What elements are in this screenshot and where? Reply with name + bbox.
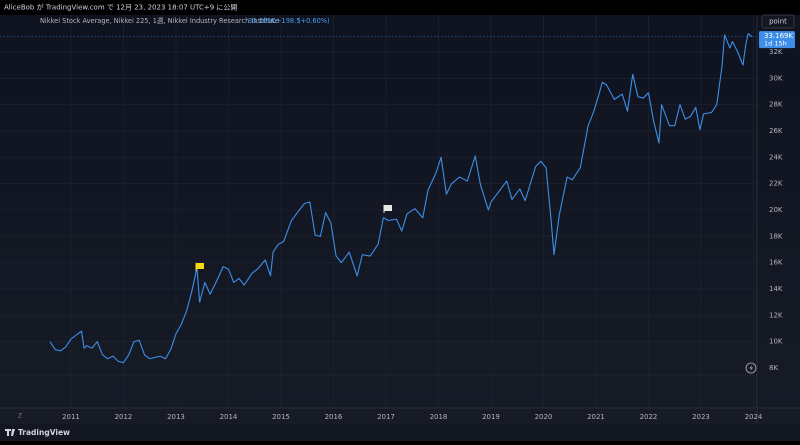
y-tick-label: 10K (769, 338, 783, 346)
y-tick-label: 30K (769, 74, 783, 82)
y-tick-label: 16K (769, 259, 783, 267)
footer-bar (0, 424, 800, 441)
x-tick-label: 2012 (115, 413, 133, 421)
last-price-label: 33.169K (764, 32, 793, 40)
y-tick-label: 24K (769, 153, 783, 161)
price-line (49, 33, 753, 364)
x-tick-label: 2021 (587, 413, 605, 421)
y-tick-label: 26K (769, 127, 783, 135)
lightning-glyph (749, 364, 753, 372)
x-tick-label: 2015 (272, 413, 290, 421)
x-tick-label: 2020 (535, 413, 553, 421)
brand-logo (5, 429, 15, 436)
y-tick-label: 18K (769, 232, 783, 240)
point-button[interactable] (761, 14, 795, 29)
axis-mode[interactable]: Z (18, 413, 22, 420)
y-tick-label: 14K (769, 285, 783, 293)
event-flag[interactable] (196, 263, 204, 269)
y-tick-label: 22K (769, 180, 783, 188)
legend-change-pct: (+0.60%) (298, 17, 330, 25)
legend-last: 33.169K (248, 17, 276, 25)
y-tick-label: 8K (769, 364, 778, 372)
x-tick-label: 2022 (640, 413, 658, 421)
grid (0, 15, 757, 408)
y-tick-label: 32K (769, 48, 783, 56)
publisher-text: AliceBob が TradingView.com で 12月 23, 202… (4, 3, 237, 12)
x-tick-label: 2017 (377, 413, 395, 421)
x-tick-label: 2023 (692, 413, 710, 421)
x-tick-label: 2024 (745, 413, 763, 421)
chart-area (0, 15, 800, 424)
x-tick-label: 2014 (220, 413, 238, 421)
lightning-icon[interactable] (745, 362, 757, 374)
legend-title: Nikkei Stock Average, Nikkei 225, 1週, Ni… (40, 16, 279, 25)
x-tick-label: 2019 (482, 413, 500, 421)
header-bar (0, 0, 800, 15)
x-tick-label: 2013 (167, 413, 185, 421)
x-tick-label: 2016 (325, 413, 343, 421)
brand-name: TradingView (18, 428, 70, 437)
countdown-label: 1d 15h (764, 40, 787, 48)
plot (0, 33, 757, 364)
y-tick-label: 20K (769, 206, 783, 214)
last-price-box (759, 31, 795, 49)
legend-change: +198.5 (276, 17, 300, 25)
x-tick-label: 2011 (62, 413, 80, 421)
event-flag[interactable] (384, 205, 392, 211)
point-button-label[interactable]: point (769, 18, 787, 26)
y-tick-label: 12K (769, 311, 783, 319)
y-tick-label: 28K (769, 101, 783, 109)
x-tick-label: 2018 (430, 413, 448, 421)
